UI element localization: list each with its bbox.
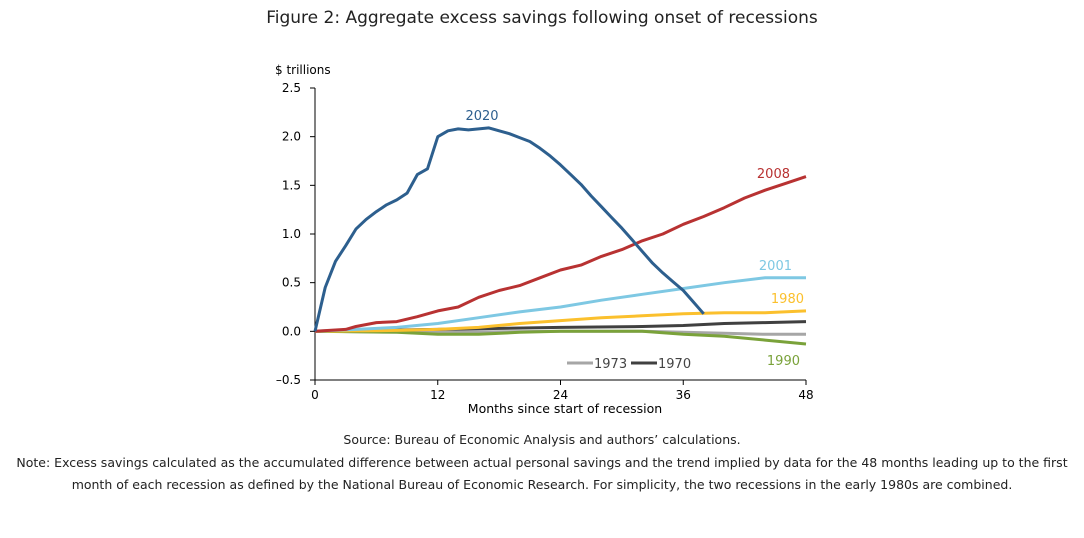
y-tick-label: 0.5 (282, 276, 301, 290)
y-tick-label: 0.0 (282, 324, 301, 338)
source-note: Source: Bureau of Economic Analysis and … (343, 432, 741, 447)
y-tick-label: 2.0 (282, 130, 301, 144)
series-line-1990 (314, 329, 807, 346)
y-axis-label: $ trillions (275, 63, 331, 77)
series-label-1990: 1990 (767, 354, 800, 369)
x-tick-label: 48 (798, 388, 813, 402)
series-label-2008: 2008 (757, 167, 790, 182)
y-tick-label: –0.5 (276, 373, 301, 387)
series-label-1980: 1980 (771, 292, 804, 307)
series-line-2008 (314, 175, 807, 333)
x-tick-label: 36 (676, 388, 691, 402)
series-label-2001: 2001 (759, 259, 792, 274)
line-chart: –0.5 0.0 0.5 1.0 1.5 2.0 2.5 0 12 24 36 48 $ trillio… (275, 63, 814, 416)
legend-label-1970: 1970 (658, 357, 691, 372)
chart-title: Figure 2: Aggregate excess savings follo… (266, 8, 818, 28)
x-tick-label: 0 (311, 388, 319, 402)
x-axis-label: Months since start of recession (468, 401, 662, 416)
series-line-2020 (313, 126, 705, 332)
x-tick-label: 24 (553, 388, 568, 402)
series-line-2001 (314, 276, 806, 333)
y-tick-label: 2.5 (282, 81, 301, 95)
y-tick-label: 1.5 (282, 178, 301, 192)
legend-label-1973: 1973 (594, 357, 627, 372)
footnote: Note: Excess savings calculated as the a… (16, 455, 1068, 492)
series-line-1980 (314, 309, 807, 333)
series-label-2020: 2020 (465, 109, 498, 124)
y-tick-label: 1.0 (282, 227, 301, 241)
x-tick-label: 12 (430, 388, 445, 402)
